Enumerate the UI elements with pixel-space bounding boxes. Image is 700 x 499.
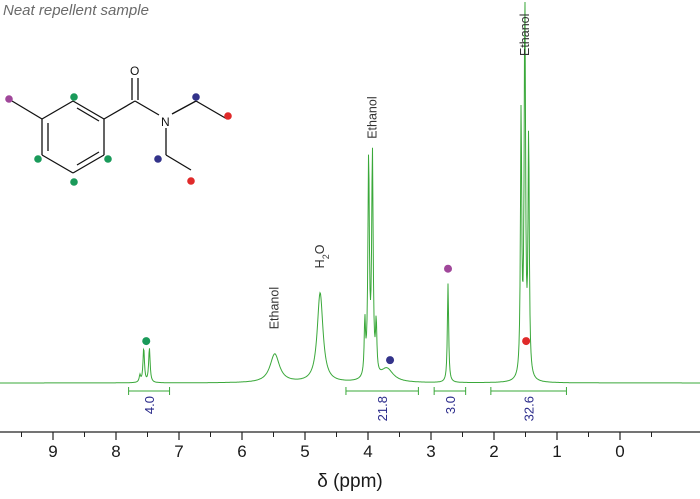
bond-ch2b-ch3b	[165, 154, 192, 171]
bond-ring-2	[72, 100, 105, 120]
dot-ch2-1	[192, 93, 200, 101]
x-tick-label: 3	[426, 442, 435, 461]
x-tick-label: 7	[174, 442, 183, 461]
integral-value: 21.8	[375, 396, 390, 421]
peak-label: H2O	[313, 244, 331, 268]
peak-marker-aromatic	[142, 337, 151, 346]
integrals: 4.0 21.8 3.0 32.6	[128, 387, 567, 421]
x-tick-label: 6	[237, 442, 246, 461]
integral-value: 3.0	[443, 396, 458, 414]
x-tick-label: 2	[489, 442, 498, 461]
spectrum-line	[0, 1, 700, 384]
bond-ring-double-2	[76, 151, 100, 166]
x-tick-label: 9	[48, 442, 57, 461]
dot-ch3-1	[224, 112, 232, 120]
dot-aromatic-1	[70, 93, 78, 101]
peak-markers	[142, 264, 531, 365]
bond-ring-double-1	[76, 107, 100, 122]
bond-ch2a-ch3a	[195, 100, 228, 120]
peak-label: Ethanol	[268, 287, 282, 329]
bond-ar-methyl	[11, 100, 43, 120]
bond-ring-5	[41, 154, 74, 174]
peak-labels: Ethanol H2O Ethanol Ethanol	[268, 14, 532, 330]
dot-ch3-2	[187, 177, 195, 185]
dot-aromatic-4	[34, 155, 42, 163]
x-axis-label: δ (ppm)	[317, 471, 382, 492]
peak-label: Ethanol	[518, 14, 532, 56]
x-tick-label: 8	[111, 442, 120, 461]
x-tick-label: 5	[300, 442, 309, 461]
bond-ring-1	[41, 100, 74, 120]
dot-ch2-2	[154, 155, 162, 163]
dot-aromatic-2	[104, 155, 112, 163]
x-tick-label: 4	[363, 442, 372, 461]
x-tick-label: 1	[552, 442, 561, 461]
integral-value: 4.0	[142, 396, 157, 414]
bond-ar-carbonyl	[103, 100, 136, 120]
deet-structure: O N	[11, 64, 228, 174]
x-axis-ticks: 9 8 7 6 5 4 3 2 1 0	[21, 432, 652, 461]
structure-group-dots	[5, 93, 232, 186]
chart-title: Neat repellent sample	[3, 2, 149, 19]
dot-methyl-ar	[5, 95, 13, 103]
peak-marker-methyl_ar	[444, 264, 453, 273]
bond-c-n	[134, 100, 160, 116]
nitrogen-atom-label: N	[161, 115, 170, 129]
oxygen-atom-label: O	[130, 64, 139, 78]
peak-marker-ch2	[386, 356, 395, 365]
dot-aromatic-3	[70, 178, 78, 186]
peak-label: Ethanol	[365, 96, 379, 138]
x-tick-label: 0	[615, 442, 624, 461]
peak-marker-ch3	[522, 337, 531, 346]
bond-ring-4	[72, 154, 105, 174]
bond-n-ch2a	[171, 100, 197, 115]
integral-value: 32.6	[522, 396, 537, 421]
